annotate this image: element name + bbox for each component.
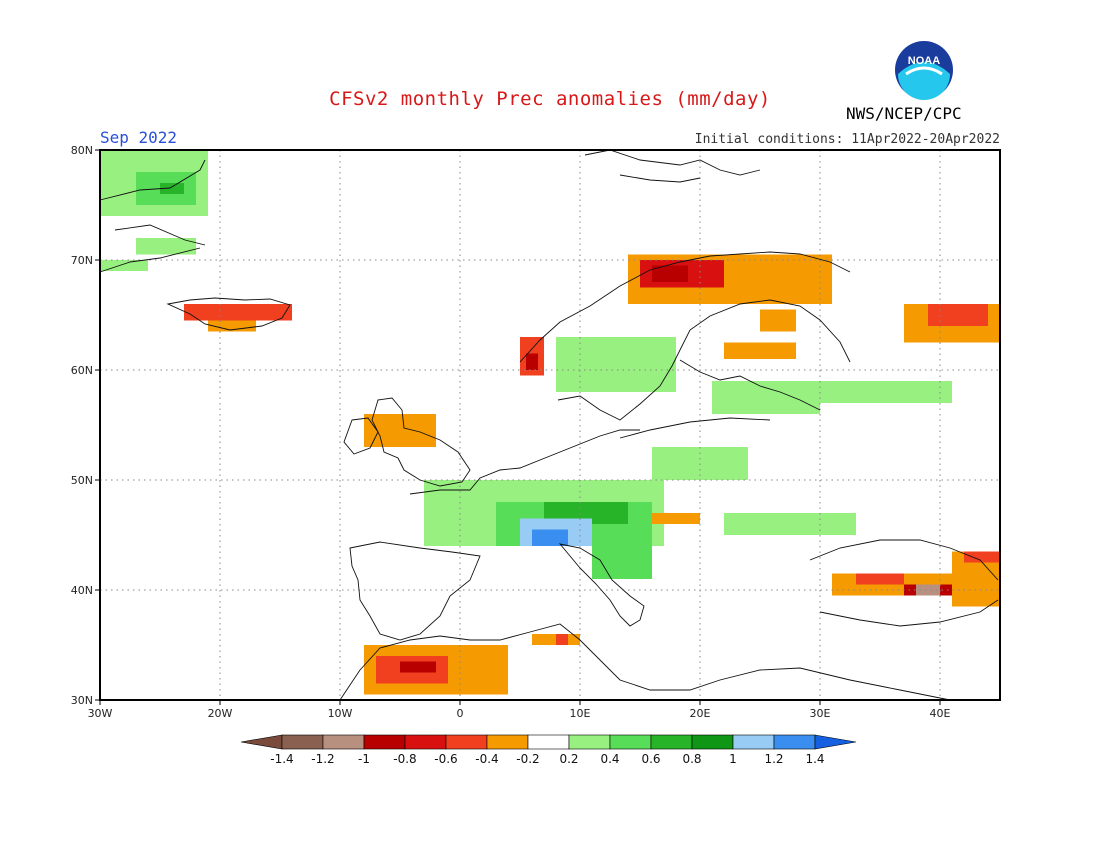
map-gridlines [100, 150, 1000, 700]
colorbar: -1.4 -1.2 -1 -0.8 -0.6 -0.4 -0.2 0.2 0.4 0.6 0.8 1 1… [240, 734, 857, 766]
lat-label: 30N [71, 694, 93, 707]
anomaly-norway-west-dark [526, 353, 538, 370]
anomaly-greenland-south [100, 260, 148, 271]
anomaly-finland-orange-2 [724, 342, 796, 359]
colorbar-arrow-high [814, 734, 857, 750]
anomaly-greenland-mid [136, 238, 196, 255]
colorbar-swatch [691, 734, 734, 750]
anomaly-baltic-green [712, 381, 820, 414]
anomaly-russia-green [820, 381, 952, 403]
colorbar-label: -1.2 [311, 752, 334, 766]
lon-label: 30W [88, 707, 113, 720]
lat-label: 80N [71, 144, 93, 157]
colorbar-label: -1 [358, 752, 370, 766]
colorbar-label: 1 [729, 752, 737, 766]
colorbar-swatch [568, 734, 611, 750]
colorbar-swatch [650, 734, 693, 750]
anomaly-tunisia-red [556, 634, 568, 645]
colorbar-label: 0.8 [682, 752, 701, 766]
colorbar-swatch [445, 734, 488, 750]
anomaly-turkey-brown [916, 584, 940, 596]
colorbar-swatch [773, 734, 816, 750]
colorbar-label: 0.2 [559, 752, 578, 766]
lon-label: 40E [930, 707, 951, 720]
colorbar-arrow-low [240, 734, 283, 750]
colorbar-swatch [527, 734, 570, 750]
anomaly-turkey-red [856, 573, 904, 585]
colorbar-swatch [322, 734, 365, 750]
anomaly-layer [100, 150, 1000, 695]
anomaly-norway-coast-dark [652, 265, 688, 282]
lon-label: 10W [328, 707, 353, 720]
anomaly-iceland-north [184, 304, 292, 321]
colorbar-swatch [732, 734, 775, 750]
colorbar-label: -0.6 [434, 752, 457, 766]
anomaly-finland-orange-1 [760, 309, 796, 332]
colorbar-label: -0.8 [393, 752, 416, 766]
lon-label: 0 [457, 707, 464, 720]
colorbar-swatch [281, 734, 324, 750]
lon-label: 30E [810, 707, 831, 720]
colorbar-label: 0.4 [600, 752, 619, 766]
lon-label: 20W [208, 707, 233, 720]
initial-conditions: Initial conditions: 11Apr2022-20Apr2022 [694, 132, 1000, 147]
colorbar-label: 0.6 [641, 752, 660, 766]
lon-label: 10E [570, 707, 591, 720]
colorbar-swatch [363, 734, 406, 750]
map-frame [99, 149, 1001, 701]
colorbar-label: -0.2 [516, 752, 539, 766]
lat-label: 50N [71, 474, 93, 487]
lat-label: 70N [71, 254, 93, 267]
lat-label: 60N [71, 364, 93, 377]
anomaly-greenland-dark [160, 183, 184, 194]
colorbar-label: -1.4 [270, 752, 293, 766]
anomaly-caucasus-red [964, 551, 1000, 563]
axis-ticks: 30N 40N 50N 60N 70N 80N 30W 20W 10W 0 10E 20E 30E 40E [71, 144, 951, 720]
colorbar-swatch [609, 734, 652, 750]
anomaly-morocco-dark [400, 661, 436, 673]
anomaly-balkan-green [724, 513, 856, 535]
lat-label: 40N [71, 584, 93, 597]
colorbar-label: -0.4 [475, 752, 498, 766]
noaa-logo-text: NOAA [908, 55, 940, 67]
lon-label: 20E [690, 707, 711, 720]
anomaly-urals-red [928, 304, 988, 326]
coastlines [99, 149, 999, 701]
map-title: CFSv2 monthly Prec anomalies (mm/day) [329, 88, 771, 110]
agency-label: NWS/NCEP/CPC [846, 104, 962, 123]
colorbar-label: 1.4 [805, 752, 824, 766]
forecast-month: Sep 2022 [100, 128, 178, 147]
colorbar-label: 1.2 [764, 752, 783, 766]
colorbar-swatch [404, 734, 447, 750]
anomaly-iceland-south [208, 320, 256, 332]
anomaly-alps-deepblue [532, 529, 568, 546]
colorbar-swatch [486, 734, 529, 750]
anomaly-scandinavia-green [556, 337, 676, 392]
noaa-logo: NOAA [895, 41, 953, 100]
anomaly-uk-orange [364, 414, 436, 447]
anomaly-hungary-orange [652, 513, 700, 524]
